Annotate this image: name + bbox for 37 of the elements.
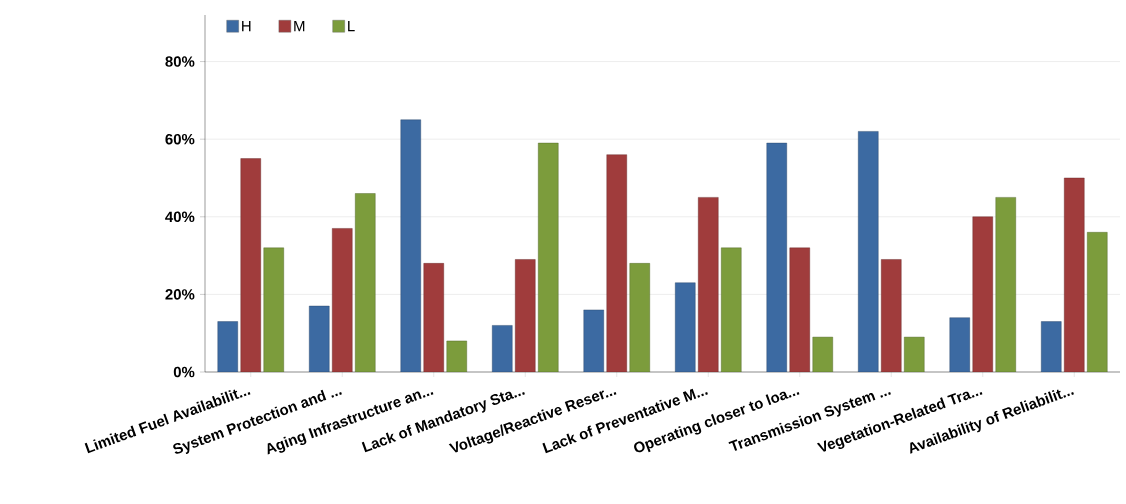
bar [583,309,604,372]
bar [1064,177,1085,372]
bar [309,305,330,372]
bar [400,119,421,372]
bar [629,263,650,372]
bar [972,216,993,372]
bar [698,197,719,372]
bar [904,336,925,372]
bar [492,325,513,372]
y-tick-label: 60% [165,133,195,145]
bar [789,247,810,372]
bar [606,154,627,372]
bar [949,317,970,372]
bar [217,321,238,372]
y-tick-label: 80% [165,56,195,67]
bar [1087,232,1108,372]
bar [812,336,833,372]
bar [881,259,902,372]
bar [766,142,787,372]
bar [858,131,879,372]
legend-label: L [348,20,355,32]
bar [675,282,696,372]
bar [515,259,536,372]
bar [240,158,261,372]
bar [995,197,1016,372]
bar [423,263,444,372]
y-tick-label: 40% [165,211,195,223]
legend-label: M [294,20,305,32]
bar [721,247,742,372]
bar [1041,321,1062,372]
y-tick-label: 0% [173,366,195,378]
y-tick-label: 20% [165,289,195,300]
bar [355,193,376,372]
bar [332,228,353,372]
bar [538,142,559,372]
bar [263,247,284,372]
legend-label: H [242,20,251,32]
